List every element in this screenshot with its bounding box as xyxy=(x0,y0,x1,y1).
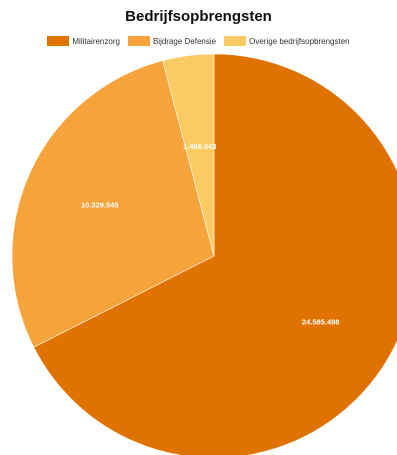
slice-value-label: 24.585.498 xyxy=(302,318,340,327)
pie-slice-militairenzorg[interactable] xyxy=(33,53,397,455)
slice-value-label: 10.329.545 xyxy=(81,201,119,210)
legend-label: Bijdrage Defensie xyxy=(152,36,217,46)
slice-value-label: 1.486.043 xyxy=(183,142,216,151)
legend-label: Overige bedrijfsopbrengsten xyxy=(249,36,350,46)
legend-item-militairenzorg[interactable]: Militairenzorg xyxy=(47,36,120,46)
legend-swatch xyxy=(224,36,247,46)
chart-title: Bedrijfsopbrengsten xyxy=(125,8,272,25)
legend-swatch xyxy=(47,36,70,46)
pie-slice-bijdrage-defensie[interactable] xyxy=(11,60,215,348)
legend-label: Militairenzorg xyxy=(72,36,120,46)
legend-swatch xyxy=(127,36,150,46)
legend-item-overige-bedrijfsopbrengsten[interactable]: Overige bedrijfsopbrengsten xyxy=(224,36,350,46)
legend: Militairenzorg Bijdrage Defensie Overige… xyxy=(0,36,397,46)
pie-slice-overige-bedrijfsopbrengsten[interactable] xyxy=(162,53,215,257)
legend-item-bijdrage-defensie[interactable]: Bijdrage Defensie xyxy=(127,36,217,46)
